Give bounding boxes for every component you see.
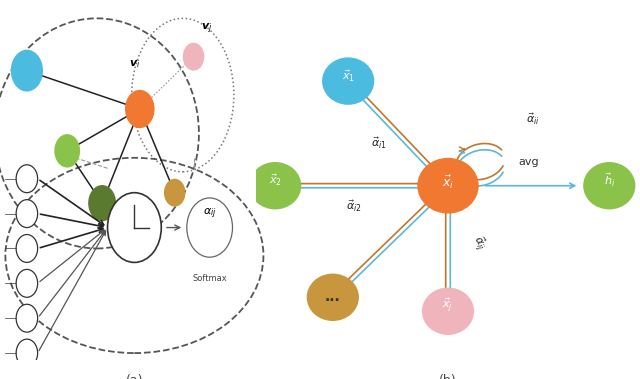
Text: $\vec{\alpha}_{i1}$: $\vec{\alpha}_{i1}$ [371,136,387,151]
Text: $\vec{h}_i$: $\vec{h}_i$ [604,172,615,189]
Circle shape [125,90,155,128]
Text: $\vec{\alpha}_{i2}$: $\vec{\alpha}_{i2}$ [346,198,362,214]
Text: Softmax: Softmax [192,274,227,283]
Text: $\alpha_{ij}$: $\alpha_{ij}$ [203,207,216,221]
Text: $\vec{\alpha}_{ij}$: $\vec{\alpha}_{ij}$ [467,233,490,254]
Text: $\vec{x}_1$: $\vec{x}_1$ [342,68,355,84]
Circle shape [16,304,38,332]
Circle shape [417,158,479,214]
Circle shape [322,57,374,105]
Circle shape [307,274,359,321]
Circle shape [16,200,38,227]
Text: avg: avg [518,157,539,167]
Circle shape [54,134,80,168]
Text: $\boldsymbol{v}_j$: $\boldsymbol{v}_j$ [201,22,212,36]
Circle shape [16,165,38,193]
Circle shape [422,288,474,335]
Circle shape [164,179,186,207]
Text: $\vec{x}_2$: $\vec{x}_2$ [269,173,282,188]
Circle shape [16,339,38,367]
Circle shape [183,43,204,70]
Text: $\boldsymbol{v}_i$: $\boldsymbol{v}_i$ [129,58,140,70]
Circle shape [11,50,43,92]
Circle shape [16,235,38,262]
Text: $\vec{x}_j$: $\vec{x}_j$ [442,297,454,315]
Text: (a): (a) [125,374,143,379]
Circle shape [187,198,232,257]
Text: ...: ... [325,290,340,304]
Circle shape [249,162,301,210]
Circle shape [16,269,38,297]
Text: (b): (b) [439,374,457,379]
Circle shape [108,193,161,262]
Circle shape [583,162,636,210]
Text: $\vec{x}_i$: $\vec{x}_i$ [442,174,454,191]
Text: $\vec{\alpha}_{ii}$: $\vec{\alpha}_{ii}$ [525,111,540,127]
Circle shape [88,185,116,221]
